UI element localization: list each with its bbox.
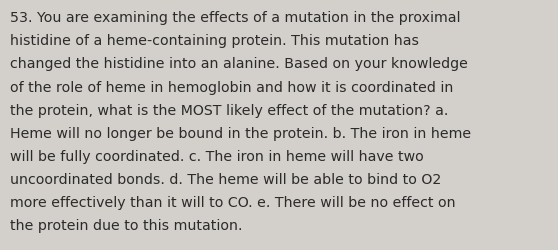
Text: the protein, what is the MOST likely effect of the mutation? a.: the protein, what is the MOST likely eff…	[10, 103, 449, 117]
Text: histidine of a heme-containing protein. This mutation has: histidine of a heme-containing protein. …	[10, 34, 419, 48]
Text: more effectively than it will to CO. e. There will be no effect on: more effectively than it will to CO. e. …	[10, 195, 456, 209]
Text: of the role of heme in hemoglobin and how it is coordinated in: of the role of heme in hemoglobin and ho…	[10, 80, 454, 94]
Text: the protein due to this mutation.: the protein due to this mutation.	[10, 218, 243, 232]
Text: uncoordinated bonds. d. The heme will be able to bind to O2: uncoordinated bonds. d. The heme will be…	[10, 172, 441, 186]
Text: changed the histidine into an alanine. Based on your knowledge: changed the histidine into an alanine. B…	[10, 57, 468, 71]
Text: 53. You are examining the effects of a mutation in the proximal: 53. You are examining the effects of a m…	[10, 11, 460, 25]
Text: Heme will no longer be bound in the protein. b. The iron in heme: Heme will no longer be bound in the prot…	[10, 126, 471, 140]
Text: will be fully coordinated. c. The iron in heme will have two: will be fully coordinated. c. The iron i…	[10, 149, 424, 163]
